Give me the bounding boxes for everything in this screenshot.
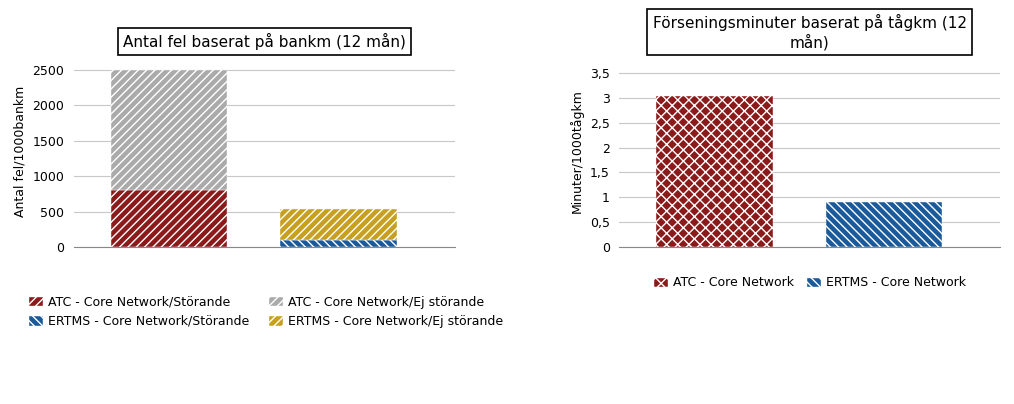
Title: Förseningsminuter baserat på tågkm (12
mån): Förseningsminuter baserat på tågkm (12 m… [653, 14, 966, 50]
Bar [825, 202, 942, 247]
Bar [656, 96, 773, 247]
Bar [280, 209, 396, 240]
Legend: ATC - Core Network, ERTMS - Core Network: ATC - Core Network, ERTMS - Core Network [648, 271, 971, 295]
Bar [112, 69, 227, 190]
Bar [280, 240, 396, 247]
Legend: ATC - Core Network/Störande, ERTMS - Core Network/Störande, ATC - Core Network/E: ATC - Core Network/Störande, ERTMS - Cor… [23, 290, 508, 333]
Y-axis label: Antal fel/1000bankm: Antal fel/1000bankm [14, 86, 27, 217]
Title: Antal fel baserat på bankm (12 mån): Antal fel baserat på bankm (12 mån) [123, 33, 406, 50]
Bar [112, 190, 227, 247]
Y-axis label: Minuter/1000tågkm: Minuter/1000tågkm [570, 89, 584, 213]
